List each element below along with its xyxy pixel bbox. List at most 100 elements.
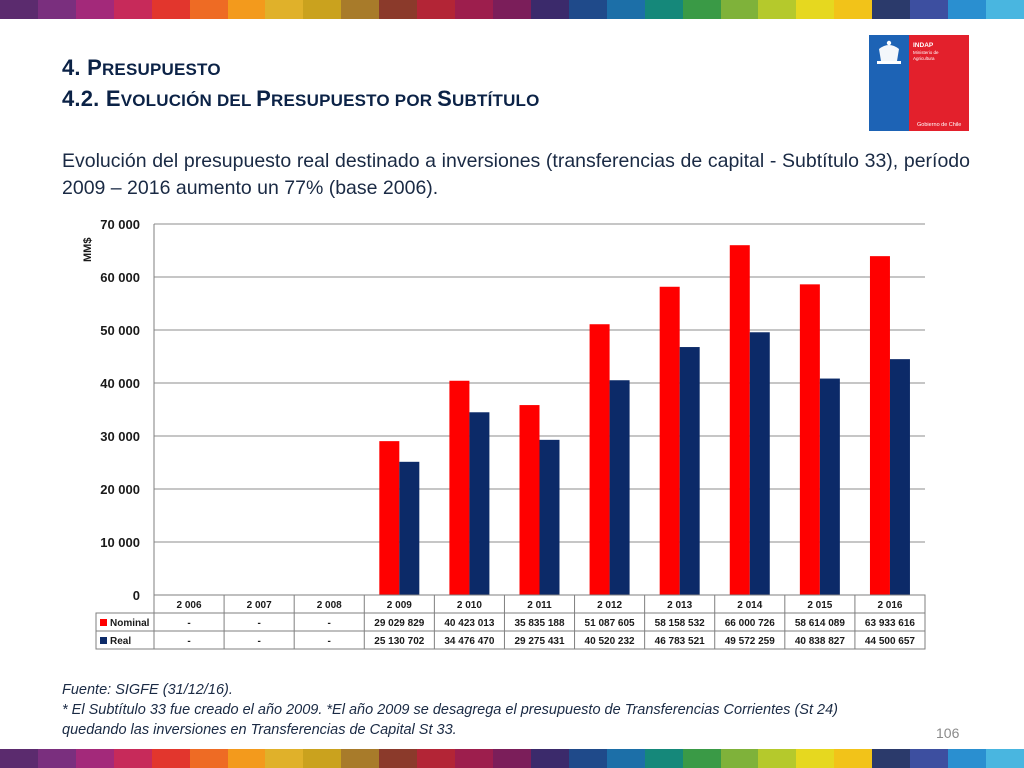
y-tick-label: 10 000: [100, 535, 140, 550]
stripe-segment: [417, 749, 456, 768]
indap-logo: INDAP Ministerio de Agricultura Gobierno…: [869, 35, 969, 131]
y-tick-label: 50 000: [100, 323, 140, 338]
data-label: -: [257, 636, 260, 647]
category-label: 2 016: [877, 600, 902, 611]
data-label: 40 520 232: [585, 636, 635, 647]
svg-text:Gobierno de Chile: Gobierno de Chile: [917, 122, 961, 128]
bar-real: [609, 380, 630, 595]
data-label: 44 500 657: [865, 636, 915, 647]
svg-text:Agricultura: Agricultura: [913, 56, 935, 61]
stripe-segment: [227, 0, 266, 19]
bar-nominal: [659, 286, 680, 595]
footer-note-line1: * El Subtítulo 33 fue creado el año 2009…: [62, 702, 838, 718]
stripe-segment: [568, 749, 607, 768]
stripe-segment: [834, 749, 873, 768]
data-label: -: [257, 618, 260, 629]
title-word-rest: volución: [120, 91, 217, 110]
stripe-segment: [834, 0, 873, 19]
bar-nominal: [519, 405, 540, 595]
category-label: 2 008: [317, 600, 342, 611]
data-label: 29 275 431: [514, 636, 564, 647]
category-label: 2 009: [387, 600, 412, 611]
stripe-segment: [75, 749, 114, 768]
stripe-segment: [227, 749, 266, 768]
data-label: 49 572 259: [725, 636, 775, 647]
legend-label: Nominal: [110, 618, 150, 629]
page-number: 106: [936, 725, 960, 741]
stripe-segment: [948, 0, 986, 19]
stripe-segment: [644, 749, 683, 768]
stripe-segment: [720, 749, 759, 768]
title-word-rest: del: [216, 91, 257, 110]
data-label: -: [187, 636, 190, 647]
stripe-segment: [341, 0, 380, 19]
data-label: 40 423 013: [444, 618, 494, 629]
title-word-rest: por: [394, 91, 438, 110]
stripe-segment: [720, 0, 759, 19]
bar-nominal: [869, 256, 890, 595]
bar-nominal: [589, 324, 610, 595]
data-label: 25 130 702: [374, 636, 424, 647]
slide-footer: Fuente: SIGFE (31/12/16). * El Subtítulo…: [62, 680, 838, 740]
bar-real: [889, 359, 910, 595]
bar-real: [399, 461, 420, 595]
title-word-cap: P: [256, 86, 272, 111]
data-label: 66 000 726: [725, 618, 775, 629]
category-label: 2 013: [667, 600, 692, 611]
title-word-cap: S: [437, 86, 453, 111]
y-tick-label: 60 000: [100, 270, 140, 285]
stripe-segment: [341, 749, 380, 768]
svg-text:INDAP: INDAP: [913, 42, 934, 49]
budget-bar-chart: 0 10 000 20 000 30 000 40 000 50 000 60 000 70 …: [82, 217, 926, 650]
data-label: -: [328, 636, 331, 647]
stripe-segment: [682, 0, 721, 19]
stripe-segment: [910, 749, 949, 768]
stripe-segment: [872, 749, 911, 768]
stripe-segment: [530, 749, 569, 768]
bar-real: [539, 439, 560, 595]
category-label: 2 012: [597, 600, 622, 611]
stripe-segment: [151, 749, 190, 768]
bar-nominal: [449, 380, 470, 595]
category-label: 2 011: [527, 600, 552, 611]
stripe-segment: [492, 749, 531, 768]
data-label: 46 783 521: [655, 636, 705, 647]
stripe-segment: [0, 0, 38, 19]
bar-real: [679, 347, 700, 595]
stripe-segment: [948, 749, 986, 768]
stripe-segment: [492, 0, 531, 19]
stripe-segment: [113, 749, 152, 768]
category-label: 2 014: [737, 600, 762, 611]
data-label: 35 835 188: [514, 618, 564, 629]
stripe-segment: [682, 749, 721, 768]
y-tick-label: 0: [133, 588, 140, 603]
svg-text:Ministerio de: Ministerio de: [913, 50, 939, 55]
stripe-segment: [758, 0, 797, 19]
stripe-segment: [985, 749, 1024, 768]
y-axis-label: MM$: [82, 238, 94, 262]
stripe-segment: [265, 0, 304, 19]
title-word-rest: resupuesto: [271, 91, 395, 110]
stripe-segment: [530, 0, 569, 19]
category-label: 2 015: [807, 600, 832, 611]
bar-real: [819, 378, 840, 595]
stripe-segment: [189, 749, 228, 768]
footer-note-line2: quedando las inversiones en Transferenci…: [62, 722, 457, 738]
data-label: 29 029 829: [374, 618, 424, 629]
category-label: 2 010: [457, 600, 482, 611]
y-tick-label: 40 000: [100, 376, 140, 391]
bar-nominal: [379, 441, 400, 595]
stripe-segment: [265, 749, 304, 768]
bar-nominal: [799, 284, 820, 595]
stripe-segment: [379, 749, 418, 768]
stripe-segment: [379, 0, 418, 19]
stripe-segment: [606, 749, 645, 768]
stripe-segment: [151, 0, 190, 19]
legend-swatch-real: [100, 637, 107, 644]
footer-source: Fuente: SIGFE (31/12/16).: [62, 682, 233, 698]
data-label: -: [328, 618, 331, 629]
stripe-segment: [189, 0, 228, 19]
stripe-segment: [606, 0, 645, 19]
data-label: -: [187, 618, 190, 629]
data-label: 34 476 470: [444, 636, 494, 647]
